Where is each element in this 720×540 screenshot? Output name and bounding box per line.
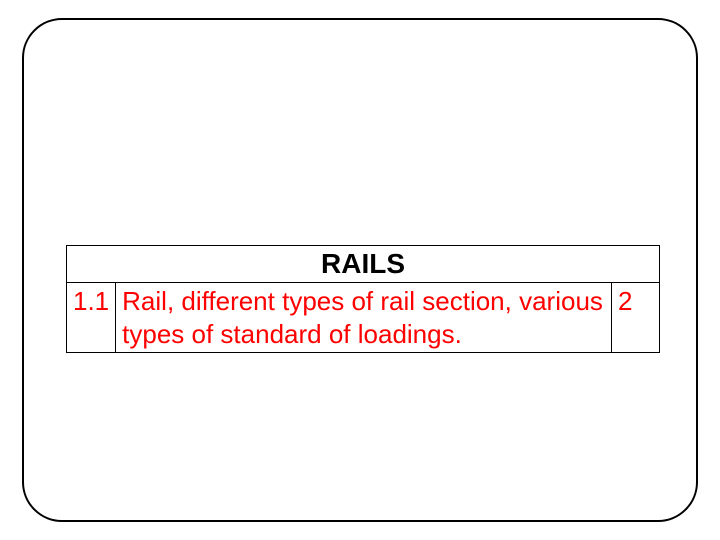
table-header: RAILS bbox=[67, 246, 660, 283]
row-count: 2 bbox=[612, 283, 660, 353]
content-table: RAILS 1.1 Rail, different types of rail … bbox=[66, 245, 660, 353]
table-row: 1.1 Rail, different types of rail sectio… bbox=[67, 283, 660, 353]
slide-frame: RAILS 1.1 Rail, different types of rail … bbox=[22, 18, 698, 522]
row-index: 1.1 bbox=[67, 283, 116, 353]
row-description: Rail, different types of rail section, v… bbox=[116, 283, 612, 353]
table-header-row: RAILS bbox=[67, 246, 660, 283]
